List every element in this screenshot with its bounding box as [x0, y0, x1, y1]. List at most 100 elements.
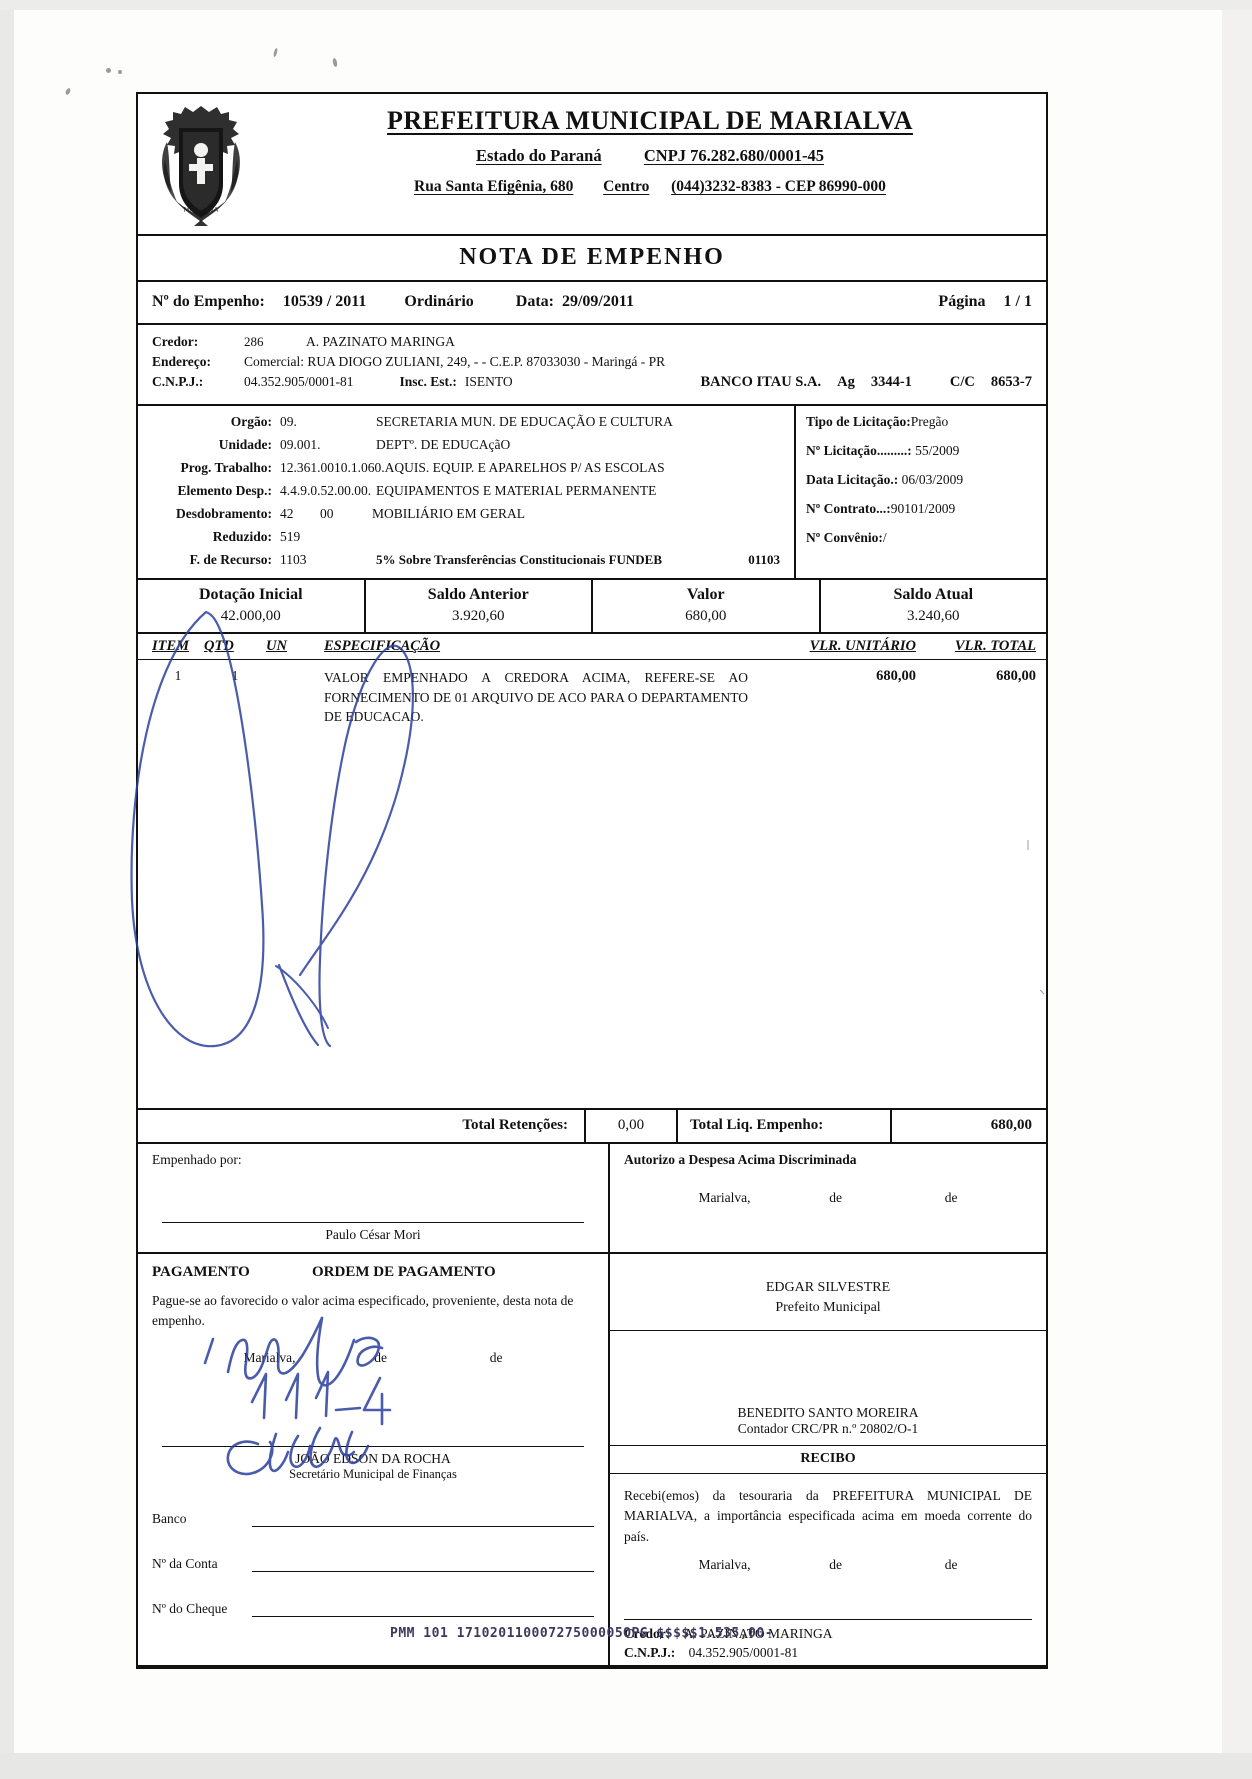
cell-valor-unitario: 680,00 [876, 668, 916, 684]
signature-row-1: Empenhado por: Paulo César Mori Autorizo… [138, 1144, 1046, 1254]
recibo-credor-label: Credor: [624, 1625, 671, 1641]
autorizo-despesa-label: Autorizo a Despesa Acima Discriminada [624, 1152, 857, 1167]
header-cnpj: CNPJ 76.282.680/0001-45 [643, 146, 824, 165]
payment-and-receipt-block: PAGAMENTO ORDEM DE PAGAMENTO Pague-se ao… [138, 1254, 1046, 1667]
pagamento-signature: JOÃO EDSON DA ROCHA Secretário Municipal… [152, 1445, 594, 1482]
saldo-anterior-cell: Saldo Anterior 3.920,60 [366, 580, 593, 632]
svg-text:MARIALVA: MARIALVA [184, 206, 219, 214]
creditor-cnpj-value: 04.352.905/0001-81 [244, 374, 354, 389]
numero-licitacao-value: 55/2009 [915, 443, 960, 458]
elemento-despesa-row: Elemento Desp.: 4.4.9.0.52.00.00. EQUIPA… [148, 483, 784, 499]
signature-line [624, 1618, 1032, 1620]
unidade-label: Unidade: [218, 437, 272, 452]
saldo-atual-header: Saldo Atual [893, 586, 974, 603]
desdobramento-label: Desdobramento: [176, 506, 272, 521]
prog-trabalho-row: Prog. Trabalho: 12.361.0010.1.060. AQUIS… [148, 460, 784, 476]
prefeito-name: EDGAR SILVESTRE [765, 1280, 891, 1295]
total-liquido-value: 680,00 [990, 1117, 1032, 1133]
numero-convenio-value: / [882, 530, 887, 545]
fonte-recurso-row: F. de Recurso: 1103 5% Sobre Transferênc… [148, 552, 784, 568]
bank-fields: Banco Nº da Conta Nº do Cheque [152, 1498, 594, 1633]
bank-agency-label: Ag [837, 374, 855, 390]
bank-info: BANCO ITAU S.A. Ag 3344-1 C/C 8653-7 [701, 374, 1033, 391]
totals-row: Total Retenções: 0,00 Total Liq. Empenho… [138, 1110, 1046, 1144]
total-retencoes-label: Total Retenções: [138, 1110, 586, 1142]
pagamento-city: Marialva, [243, 1349, 296, 1365]
numero-licitacao-row: Nº Licitação.........: 55/2009 [806, 443, 1038, 459]
orgao-row: Orgão: 09. SECRETARIA MUN. DE EDUCAÇÃO E… [148, 414, 784, 430]
creditor-cnpj-row: C.N.P.J.: 04.352.905/0001-81 Insc. Est.:… [152, 374, 1032, 391]
creditor-name: A. PAZINATO MARINGA [306, 334, 455, 349]
conta-input[interactable] [252, 1549, 594, 1572]
numero-contrato-label: Nº Contrato...: [806, 501, 891, 516]
conta-label: Nº da Conta [152, 1555, 218, 1571]
empenho-number-label: Nº do Empenho: [152, 293, 265, 310]
recibo-body: Recebi(emos) da tesouraria da PREFEITURA… [610, 1474, 1046, 1665]
desdobramento-code: 42 [280, 506, 294, 521]
scan-speck [118, 70, 122, 74]
tipo-licitacao-value: Pregão [910, 414, 949, 429]
creditor-address-row: Endereço: Comercial: RUA DIOGO ZULIANI, … [152, 354, 1032, 370]
column-header-item: ITEM [152, 638, 190, 654]
saldo-anterior-value: 3.920,60 [452, 608, 505, 624]
dotacao-inicial-value: 42.000,00 [220, 608, 281, 624]
column-header-qtd: QTD [204, 638, 234, 654]
reduzido-code: 519 [280, 529, 301, 544]
saldo-anterior-header: Saldo Anterior [427, 586, 529, 603]
recibo-credor-row: Credor: A. PAZINATO MARINGA [624, 1626, 1032, 1642]
pagamento-de-1: de [374, 1349, 388, 1365]
document-header: MARIALVA PREFEITURA MUNICIPAL DE MARIALV… [138, 94, 1046, 236]
recibo-text: Recebi(emos) da tesouraria da PREFEITURA… [624, 1488, 1032, 1544]
banco-field-row[interactable]: Banco [152, 1504, 594, 1527]
document-type-title: NOTA DE EMPENHO [138, 236, 1046, 282]
bank-account-value: 8653-7 [990, 374, 1032, 390]
column-header-especificacao: ESPECIFICAÇÃO [324, 638, 441, 654]
pagamento-de-2: de [489, 1349, 503, 1365]
creditor-cnpj-label: C.N.P.J.: [152, 374, 204, 389]
inscricao-estadual-value: ISENTO [464, 374, 513, 389]
prog-trabalho-code: 12.361.0010.1.060. [280, 460, 385, 475]
ordem-pagamento-label: ORDEM DE PAGAMENTO [312, 1264, 496, 1280]
conta-field-row[interactable]: Nº da Conta [152, 1549, 594, 1572]
desdobramento-code2: 00 [320, 506, 334, 521]
items-table: ITEM QTD UN ESPECIFICAÇÃO VLR. UNITÁRIO … [138, 634, 1046, 1110]
numero-contrato-row: Nº Contrato...:90101/2009 [806, 501, 1038, 517]
empenho-number-value: 10539 / 2011 [282, 293, 367, 310]
cell-valor-total: 680,00 [996, 668, 1036, 684]
inscricao-estadual-label: Insc. Est.: [399, 374, 457, 389]
data-licitacao-value: 06/03/2009 [901, 472, 964, 487]
creditor-name-row: Credor: 286 A. PAZINATO MARINGA [152, 334, 1032, 350]
contador-block: BENEDITO SANTO MOREIRA Contador CRC/PR n… [610, 1331, 1046, 1446]
total-liquido-label: Total Liq. Empenho: [678, 1110, 892, 1142]
dotacao-inicial-cell: Dotação Inicial 42.000,00 [138, 580, 366, 632]
dotacao-inicial-header: Dotação Inicial [198, 586, 303, 603]
banco-input[interactable] [252, 1504, 594, 1527]
budget-values-table: Dotação Inicial 42.000,00 Saldo Anterior… [138, 580, 1046, 634]
page-value: 1 / 1 [1003, 293, 1032, 310]
coat-of-arms-icon: MARIALVA [138, 94, 264, 234]
page-title: PREFEITURA MUNICIPAL DE MARIALVA [387, 106, 913, 135]
reduzido-label: Reduzido: [212, 529, 272, 544]
header-text: PREFEITURA MUNICIPAL DE MARIALVA Estado … [264, 94, 1046, 234]
pagamento-signer-name: JOÃO EDSON DA ROCHA [295, 1450, 451, 1466]
empenho-summary-row: Nº do Empenho: 10539 / 2011 Ordinário Da… [138, 282, 1046, 325]
cheque-input[interactable] [252, 1594, 594, 1617]
cheque-field-row[interactable]: Nº do Cheque [152, 1594, 594, 1617]
orgao-code: 09. [280, 414, 297, 429]
prog-trabalho-label: Prog. Trabalho: [180, 460, 272, 475]
page-indicator: Página 1 / 1 [938, 293, 1032, 311]
pagamento-signer-role: Secretário Municipal de Finanças [289, 1466, 457, 1481]
data-licitacao-row: Data Licitação.: 06/03/2009 [806, 472, 1038, 488]
creditor-block: Credor: 286 A. PAZINATO MARINGA Endereço… [138, 325, 1046, 406]
recibo-de-2: de [944, 1556, 958, 1572]
numero-convenio-row: Nº Convênio:/ [806, 530, 1038, 546]
items-table-header: ITEM QTD UN ESPECIFICAÇÃO VLR. UNITÁRIO … [138, 634, 1046, 660]
recibo-city: Marialva, [698, 1556, 751, 1572]
orgao-label: Orgão: [230, 414, 272, 429]
empenhado-por-block: Empenhado por: Paulo César Mori [138, 1144, 610, 1252]
autorizo-city: Marialva, [698, 1190, 751, 1205]
address-value: Comercial: RUA DIOGO ZULIANI, 249, - - C… [244, 354, 666, 369]
valor-value: 680,00 [685, 608, 727, 624]
valor-header: Valor [686, 586, 725, 603]
recibo-cnpj-value: 04.352.905/0001-81 [688, 1644, 799, 1660]
